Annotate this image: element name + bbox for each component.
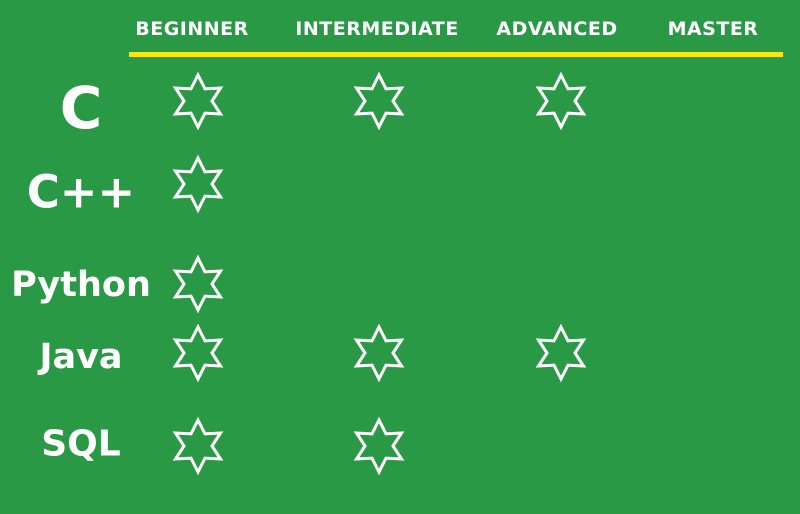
star-icon [533, 71, 589, 131]
level-header-advanced: ADVANCED [496, 18, 618, 40]
language-label-cpp: C++ [26, 165, 136, 219]
level-header-intermediate: INTERMEDIATE [295, 18, 459, 40]
language-label-java: Java [39, 337, 123, 377]
level-header-master: MASTER [667, 18, 759, 40]
language-label-sql: SQL [41, 423, 121, 465]
star-icon [533, 323, 589, 383]
star-icon [170, 154, 226, 214]
star-icon [170, 254, 226, 314]
star-icon [170, 323, 226, 383]
language-label-python: Python [11, 265, 151, 305]
star-icon [170, 71, 226, 131]
star-icon [351, 323, 407, 383]
star-icon [351, 416, 407, 476]
star-icon [170, 416, 226, 476]
level-header-beginner: BEGINNER [135, 18, 249, 40]
star-icon [351, 71, 407, 131]
language-label-c: C [59, 74, 103, 142]
header-divider [129, 52, 783, 57]
